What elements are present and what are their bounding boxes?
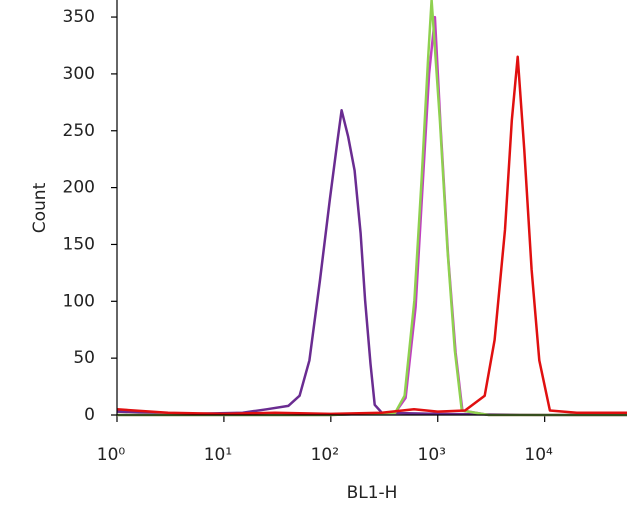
y-tick-label: 100 [63, 291, 95, 311]
histogram-line [116, 55, 627, 416]
y-tick-label: 250 [63, 121, 95, 141]
y-tick-label: 350 [63, 7, 95, 27]
y-tick-label: 50 [73, 348, 95, 368]
y-tick-label: 0 [84, 405, 95, 425]
y-tick-label: 300 [63, 64, 95, 84]
histogram-line [117, 0, 627, 417]
histogram-line [116, 109, 627, 417]
y-tick-label: 200 [63, 178, 95, 198]
x-tick-label: 10³ [418, 445, 446, 465]
x-tick-label: 10¹ [204, 445, 232, 465]
y-tick-label: 150 [63, 234, 95, 254]
histogram-line [117, 15, 627, 417]
y-axis-label: Count [30, 182, 50, 233]
x-tick-label: 10⁰ [97, 445, 126, 465]
x-tick-label: 10⁴ [524, 445, 553, 465]
x-axis-label: BL1-H [347, 483, 398, 503]
x-tick-label: 10² [311, 445, 339, 465]
